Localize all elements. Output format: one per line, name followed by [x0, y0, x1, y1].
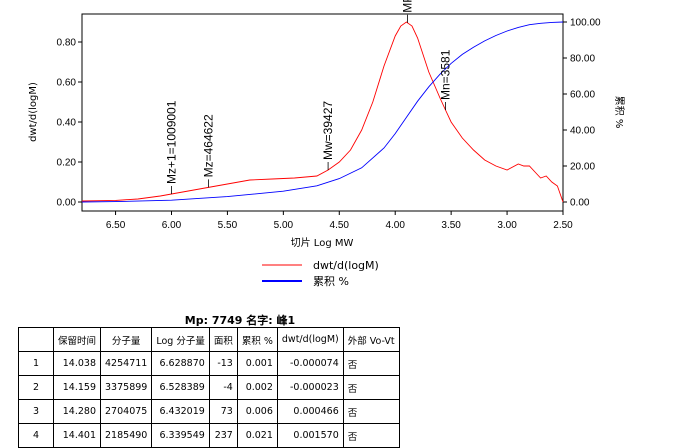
header-dwt: dwt/d(logM) — [276, 327, 344, 352]
x-tick-label: 6.50 — [106, 220, 126, 231]
cell-molecular-weight: 2704075 — [100, 399, 153, 424]
cell-molecular-weight: 3375899 — [100, 375, 153, 400]
cell-index: 2 — [18, 375, 54, 400]
series-lines — [81, 21, 564, 203]
cell-cumulative: 0.006 — [236, 399, 278, 424]
y-axis-label: dwt/d(logM) — [28, 82, 39, 142]
y-axis-ticks: 0.00 0.20 0.40 0.60 0.80 — [57, 38, 82, 209]
molecular-weight-distribution-chart: 6.50 6.00 5.50 5.00 4.50 4.00 3.50 3.00 2.50 0.0… — [28, 0, 625, 288]
y2-tick-label: 100.00 — [570, 18, 601, 29]
cell-cumulative: 0.001 — [236, 351, 278, 376]
cell-vo-vt: 否 — [342, 399, 400, 424]
peak-table: 保留时间 分子量 Log 分子量 面积 累积 % dwt/d(logM) 外部 … — [18, 327, 400, 448]
y2-tick-label: 80.00 — [570, 54, 595, 65]
table-header-row: 保留时间 分子量 Log 分子量 面积 累积 % dwt/d(logM) 外部 … — [18, 327, 400, 352]
annotation-label: Mz+1=1009001 — [164, 100, 178, 184]
y-tick-label: 0.60 — [57, 78, 77, 89]
cell-log-mw: 6.339549 — [151, 423, 210, 448]
cell-molecular-weight: 4254711 — [100, 351, 153, 376]
x-tick-label: 6.00 — [162, 220, 182, 231]
cell-dwt: 0.001570 — [276, 423, 344, 448]
x-tick-label: 3.00 — [497, 220, 517, 231]
y2-tick-label: 0.00 — [570, 198, 590, 209]
cell-area: -4 — [208, 375, 238, 400]
header-log-mw: Log 分子量 — [151, 327, 210, 352]
table-row: 4 14.401 2185490 6.339549 237 0.021 0.00… — [18, 423, 400, 448]
x-tick-label: 3.50 — [441, 220, 461, 231]
cell-area: -13 — [208, 351, 238, 376]
y2-tick-label: 40.00 — [570, 126, 595, 137]
cell-vo-vt: 否 — [342, 423, 400, 448]
cell-vo-vt: 否 — [342, 351, 400, 376]
table-title: Mp: 7749 名字: 峰1 — [184, 314, 296, 327]
cell-vo-vt: 否 — [342, 375, 400, 400]
cell-dwt: -0.000074 — [276, 351, 344, 376]
cell-log-mw: 6.628870 — [151, 351, 210, 376]
cell-retention-time: 14.280 — [52, 399, 102, 424]
x-tick-label: 2.50 — [553, 220, 573, 231]
series-line-cumulative — [81, 21, 564, 203]
table-row: 2 14.159 3375899 6.528389 -4 0.002 -0.00… — [18, 375, 400, 400]
cell-cumulative: 0.002 — [236, 375, 278, 400]
series-line-dwt — [81, 21, 564, 203]
cell-retention-time: 14.038 — [52, 351, 102, 376]
table-row: 3 14.280 2704075 6.432019 73 0.006 0.000… — [18, 399, 400, 424]
header-molecular-weight: 分子量 — [100, 327, 153, 352]
plot-area — [81, 13, 564, 212]
y2-axis-ticks: 0.00 20.00 40.00 60.00 80.00 100.00 — [563, 18, 601, 209]
x-tick-label: 4.50 — [330, 220, 350, 231]
x-tick-label: 5.50 — [218, 220, 238, 231]
cell-retention-time: 14.401 — [52, 423, 102, 448]
annotation-label: Mn=3581 — [439, 49, 453, 100]
y2-axis-label: 累积 % — [613, 96, 625, 129]
y2-tick-label: 60.00 — [570, 90, 595, 101]
y-tick-label: 0.20 — [57, 158, 77, 169]
cell-index: 4 — [18, 423, 54, 448]
header-index — [18, 327, 54, 352]
header-vo-vt: 外部 Vo-Vt — [342, 327, 400, 352]
annotation-label: Mz=464622 — [201, 114, 215, 177]
x-axis-ticks: 6.50 6.00 5.50 5.00 4.50 4.00 3.50 3.00 2.50 — [106, 211, 573, 231]
x-tick-label: 5.00 — [274, 220, 294, 231]
cell-molecular-weight: 2185490 — [100, 423, 153, 448]
cell-dwt: 0.000466 — [276, 399, 344, 424]
cell-log-mw: 6.432019 — [151, 399, 210, 424]
x-axis-label: 切片 Log MW — [291, 236, 354, 249]
annotation-label: MP=7749 — [401, 0, 415, 13]
cell-cumulative: 0.021 — [236, 423, 278, 448]
annotation-label: Mw=39427 — [321, 101, 335, 160]
header-retention-time: 保留时间 — [52, 327, 102, 352]
cell-index: 1 — [18, 351, 54, 376]
header-cumulative: 累积 % — [236, 327, 278, 352]
legend-label-cumulative: 累积 % — [313, 275, 349, 288]
annotations: Mz+1=1009001 Mz=464622 Mw=39427 MP=7749 Mn=3… — [164, 0, 453, 194]
y-tick-label: 0.80 — [57, 38, 77, 49]
y-tick-label: 0.00 — [57, 198, 77, 209]
cell-index: 3 — [18, 399, 54, 424]
y2-tick-label: 20.00 — [570, 162, 595, 173]
cell-area: 73 — [208, 399, 238, 424]
table-row: 1 14.038 4254711 6.628870 -13 0.001 -0.0… — [18, 351, 400, 376]
cell-area: 237 — [208, 423, 238, 448]
x-tick-label: 4.00 — [385, 220, 405, 231]
legend-label-dwt: dwt/d(logM) — [313, 259, 379, 272]
cell-log-mw: 6.528389 — [151, 375, 210, 400]
cell-retention-time: 14.159 — [52, 375, 102, 400]
legend: dwt/d(logM) 累积 % — [262, 259, 379, 288]
header-area: 面积 — [208, 327, 238, 352]
cell-dwt: -0.000023 — [276, 375, 344, 400]
y-tick-label: 0.40 — [57, 118, 77, 129]
